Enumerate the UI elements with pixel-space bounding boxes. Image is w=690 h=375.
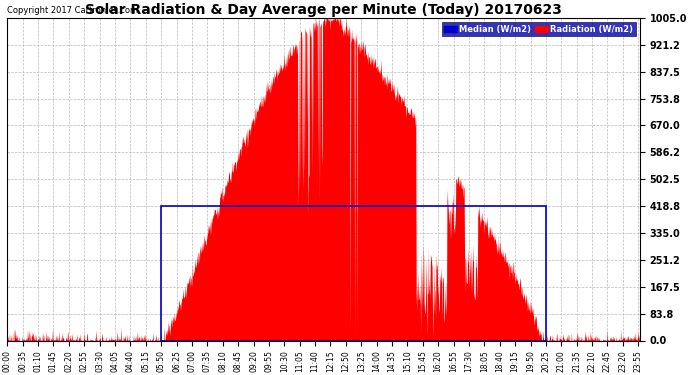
- Bar: [161, 206, 546, 340]
- Title: Solar Radiation & Day Average per Minute (Today) 20170623: Solar Radiation & Day Average per Minute…: [85, 3, 562, 17]
- Text: Copyright 2017 Cartronics.com: Copyright 2017 Cartronics.com: [8, 6, 139, 15]
- Legend: Median (W/m2), Radiation (W/m2): Median (W/m2), Radiation (W/m2): [442, 22, 635, 36]
